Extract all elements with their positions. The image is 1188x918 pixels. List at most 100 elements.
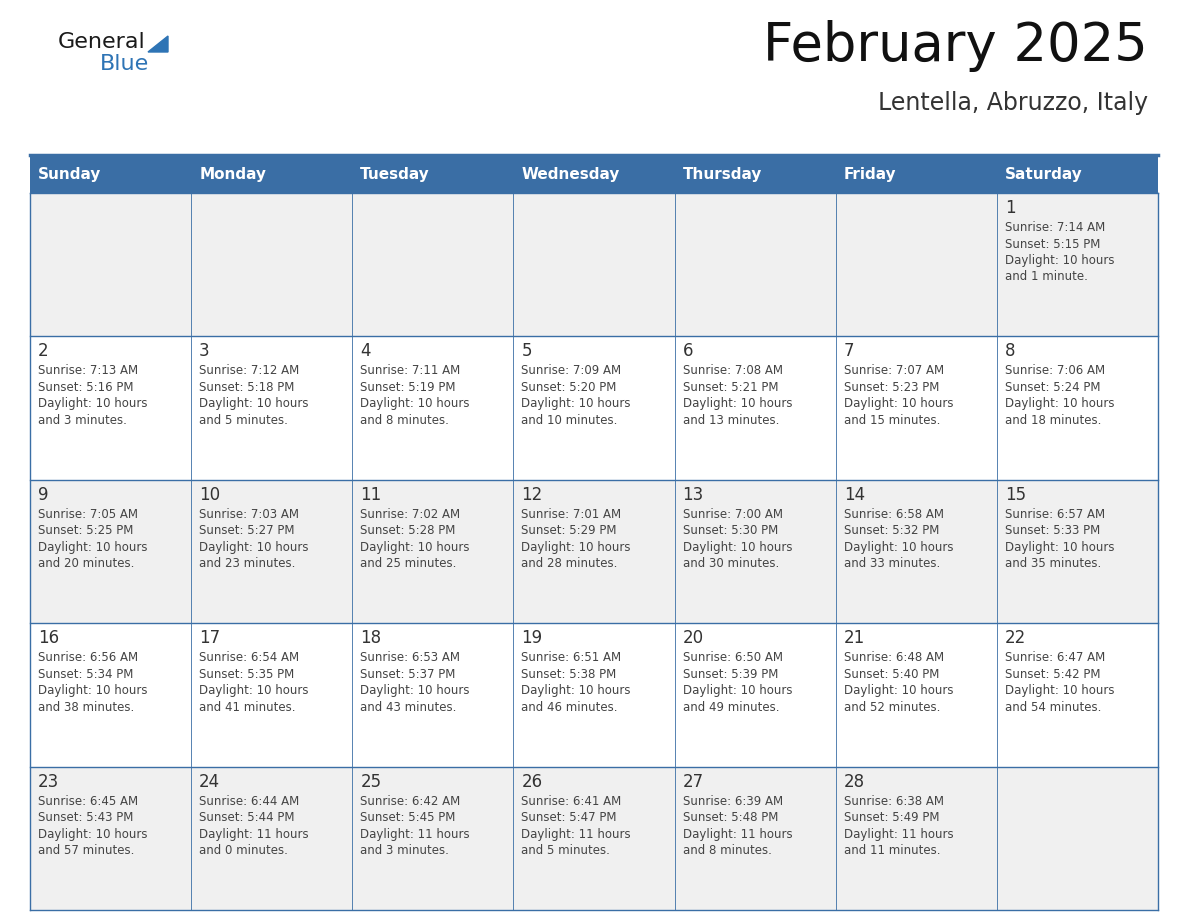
Text: Daylight: 10 hours: Daylight: 10 hours	[38, 541, 147, 554]
Text: Sunrise: 7:05 AM: Sunrise: 7:05 AM	[38, 508, 138, 521]
Text: Daylight: 10 hours: Daylight: 10 hours	[522, 397, 631, 410]
Text: Daylight: 10 hours: Daylight: 10 hours	[1005, 684, 1114, 697]
Text: Sunset: 5:34 PM: Sunset: 5:34 PM	[38, 667, 133, 681]
Text: Sunrise: 7:13 AM: Sunrise: 7:13 AM	[38, 364, 138, 377]
Text: Sunrise: 6:41 AM: Sunrise: 6:41 AM	[522, 795, 621, 808]
Text: Sunrise: 6:51 AM: Sunrise: 6:51 AM	[522, 651, 621, 665]
Text: Sunset: 5:37 PM: Sunset: 5:37 PM	[360, 667, 456, 681]
Text: Sunset: 5:45 PM: Sunset: 5:45 PM	[360, 812, 456, 824]
Text: Daylight: 11 hours: Daylight: 11 hours	[683, 828, 792, 841]
Text: and 3 minutes.: and 3 minutes.	[360, 844, 449, 857]
Text: 21: 21	[843, 629, 865, 647]
Text: and 20 minutes.: and 20 minutes.	[38, 557, 134, 570]
Text: Sunset: 5:49 PM: Sunset: 5:49 PM	[843, 812, 940, 824]
Text: Sunrise: 6:53 AM: Sunrise: 6:53 AM	[360, 651, 460, 665]
Text: Blue: Blue	[100, 54, 150, 74]
Bar	[30, 480, 1158, 623]
Text: Sunset: 5:27 PM: Sunset: 5:27 PM	[200, 524, 295, 537]
Text: Sunrise: 7:06 AM: Sunrise: 7:06 AM	[1005, 364, 1105, 377]
Text: 2: 2	[38, 342, 49, 361]
Text: 19: 19	[522, 629, 543, 647]
Text: Sunset: 5:33 PM: Sunset: 5:33 PM	[1005, 524, 1100, 537]
Text: Sunset: 5:40 PM: Sunset: 5:40 PM	[843, 667, 939, 681]
Text: and 28 minutes.: and 28 minutes.	[522, 557, 618, 570]
Text: Lentella, Abruzzo, Italy: Lentella, Abruzzo, Italy	[878, 91, 1148, 115]
Text: and 10 minutes.: and 10 minutes.	[522, 414, 618, 427]
Text: and 46 minutes.: and 46 minutes.	[522, 700, 618, 713]
Text: and 5 minutes.: and 5 minutes.	[200, 414, 287, 427]
Text: Wednesday: Wednesday	[522, 166, 620, 182]
Text: February 2025: February 2025	[763, 20, 1148, 72]
Text: Daylight: 10 hours: Daylight: 10 hours	[360, 397, 469, 410]
Text: and 30 minutes.: and 30 minutes.	[683, 557, 779, 570]
Text: 20: 20	[683, 629, 703, 647]
Text: Daylight: 10 hours: Daylight: 10 hours	[522, 541, 631, 554]
Text: Sunrise: 6:57 AM: Sunrise: 6:57 AM	[1005, 508, 1105, 521]
Text: Daylight: 10 hours: Daylight: 10 hours	[843, 397, 953, 410]
Text: Sunset: 5:15 PM: Sunset: 5:15 PM	[1005, 238, 1100, 251]
Text: Daylight: 10 hours: Daylight: 10 hours	[843, 541, 953, 554]
Text: and 35 minutes.: and 35 minutes.	[1005, 557, 1101, 570]
Text: Daylight: 10 hours: Daylight: 10 hours	[360, 541, 469, 554]
Text: and 0 minutes.: and 0 minutes.	[200, 844, 287, 857]
Text: Daylight: 11 hours: Daylight: 11 hours	[843, 828, 953, 841]
Text: Daylight: 10 hours: Daylight: 10 hours	[1005, 541, 1114, 554]
Bar	[30, 767, 1158, 910]
Text: and 52 minutes.: and 52 minutes.	[843, 700, 940, 713]
Text: Sunrise: 7:08 AM: Sunrise: 7:08 AM	[683, 364, 783, 377]
Text: and 41 minutes.: and 41 minutes.	[200, 700, 296, 713]
Text: 9: 9	[38, 486, 49, 504]
Text: and 5 minutes.: and 5 minutes.	[522, 844, 611, 857]
Text: Sunrise: 6:54 AM: Sunrise: 6:54 AM	[200, 651, 299, 665]
Text: Sunset: 5:28 PM: Sunset: 5:28 PM	[360, 524, 456, 537]
Text: Sunrise: 7:09 AM: Sunrise: 7:09 AM	[522, 364, 621, 377]
Text: and 33 minutes.: and 33 minutes.	[843, 557, 940, 570]
Text: Sunset: 5:39 PM: Sunset: 5:39 PM	[683, 667, 778, 681]
Text: Daylight: 11 hours: Daylight: 11 hours	[522, 828, 631, 841]
Text: 14: 14	[843, 486, 865, 504]
Text: Daylight: 10 hours: Daylight: 10 hours	[1005, 254, 1114, 267]
Text: 8: 8	[1005, 342, 1016, 361]
Text: 3: 3	[200, 342, 210, 361]
Text: 1: 1	[1005, 199, 1016, 217]
Text: Sunday: Sunday	[38, 166, 101, 182]
Text: 25: 25	[360, 773, 381, 790]
Text: Sunset: 5:29 PM: Sunset: 5:29 PM	[522, 524, 617, 537]
Text: Sunset: 5:24 PM: Sunset: 5:24 PM	[1005, 381, 1100, 394]
Text: Sunrise: 6:42 AM: Sunrise: 6:42 AM	[360, 795, 461, 808]
Text: Daylight: 10 hours: Daylight: 10 hours	[360, 684, 469, 697]
Text: and 18 minutes.: and 18 minutes.	[1005, 414, 1101, 427]
Text: and 54 minutes.: and 54 minutes.	[1005, 700, 1101, 713]
Text: 6: 6	[683, 342, 693, 361]
Text: Sunrise: 6:50 AM: Sunrise: 6:50 AM	[683, 651, 783, 665]
Text: Sunset: 5:42 PM: Sunset: 5:42 PM	[1005, 667, 1100, 681]
Text: Sunrise: 6:38 AM: Sunrise: 6:38 AM	[843, 795, 943, 808]
Text: Daylight: 10 hours: Daylight: 10 hours	[522, 684, 631, 697]
Text: Sunset: 5:30 PM: Sunset: 5:30 PM	[683, 524, 778, 537]
Text: Sunrise: 6:39 AM: Sunrise: 6:39 AM	[683, 795, 783, 808]
Text: Sunrise: 7:12 AM: Sunrise: 7:12 AM	[200, 364, 299, 377]
Text: Sunrise: 6:44 AM: Sunrise: 6:44 AM	[200, 795, 299, 808]
Text: 16: 16	[38, 629, 59, 647]
Polygon shape	[148, 36, 168, 52]
Text: and 13 minutes.: and 13 minutes.	[683, 414, 779, 427]
Bar	[30, 155, 1158, 193]
Text: Monday: Monday	[200, 166, 266, 182]
Text: and 8 minutes.: and 8 minutes.	[683, 844, 771, 857]
Text: and 15 minutes.: and 15 minutes.	[843, 414, 940, 427]
Text: 27: 27	[683, 773, 703, 790]
Text: 12: 12	[522, 486, 543, 504]
Text: Sunset: 5:47 PM: Sunset: 5:47 PM	[522, 812, 617, 824]
Text: Daylight: 10 hours: Daylight: 10 hours	[38, 828, 147, 841]
Text: and 43 minutes.: and 43 minutes.	[360, 700, 456, 713]
Text: and 57 minutes.: and 57 minutes.	[38, 844, 134, 857]
Text: Sunset: 5:48 PM: Sunset: 5:48 PM	[683, 812, 778, 824]
Text: 15: 15	[1005, 486, 1026, 504]
Text: Sunset: 5:18 PM: Sunset: 5:18 PM	[200, 381, 295, 394]
Text: 23: 23	[38, 773, 59, 790]
Text: Daylight: 10 hours: Daylight: 10 hours	[200, 541, 309, 554]
Text: Sunrise: 7:14 AM: Sunrise: 7:14 AM	[1005, 221, 1105, 234]
Text: 5: 5	[522, 342, 532, 361]
Text: and 49 minutes.: and 49 minutes.	[683, 700, 779, 713]
Text: Sunrise: 7:03 AM: Sunrise: 7:03 AM	[200, 508, 299, 521]
